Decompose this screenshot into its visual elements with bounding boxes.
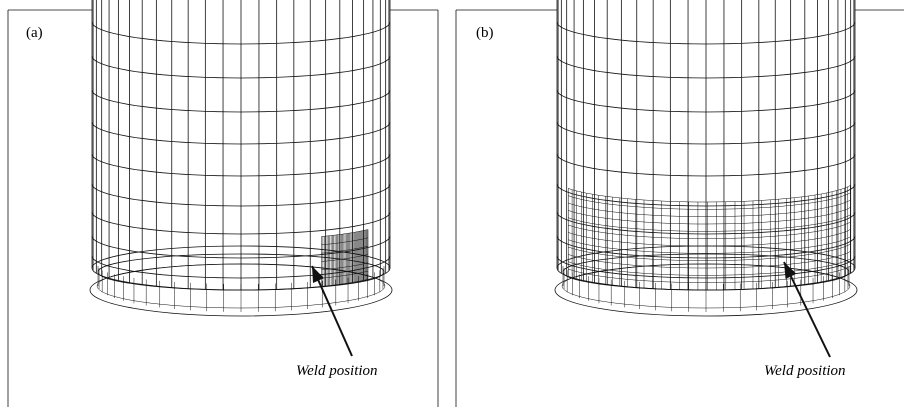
mesh-line (568, 200, 850, 217)
arrow-head (784, 262, 796, 279)
figure: (a) Weld position (b) Weld position (0, 0, 904, 407)
mesh-line (568, 266, 850, 283)
mesh-line (568, 229, 850, 246)
panel-b: (b) Weld position (456, 0, 904, 407)
annotation: Weld position (764, 363, 846, 379)
mesh-line (568, 222, 850, 239)
panel-label: (a) (26, 25, 43, 41)
annotation: Weld position (296, 363, 378, 379)
panel-label: (b) (476, 25, 494, 41)
mesh-line (568, 207, 850, 224)
mesh-line (322, 230, 369, 237)
panel-a: (a) Weld position (8, 0, 438, 407)
mesh-line (568, 273, 850, 290)
mesh-line (568, 185, 850, 202)
